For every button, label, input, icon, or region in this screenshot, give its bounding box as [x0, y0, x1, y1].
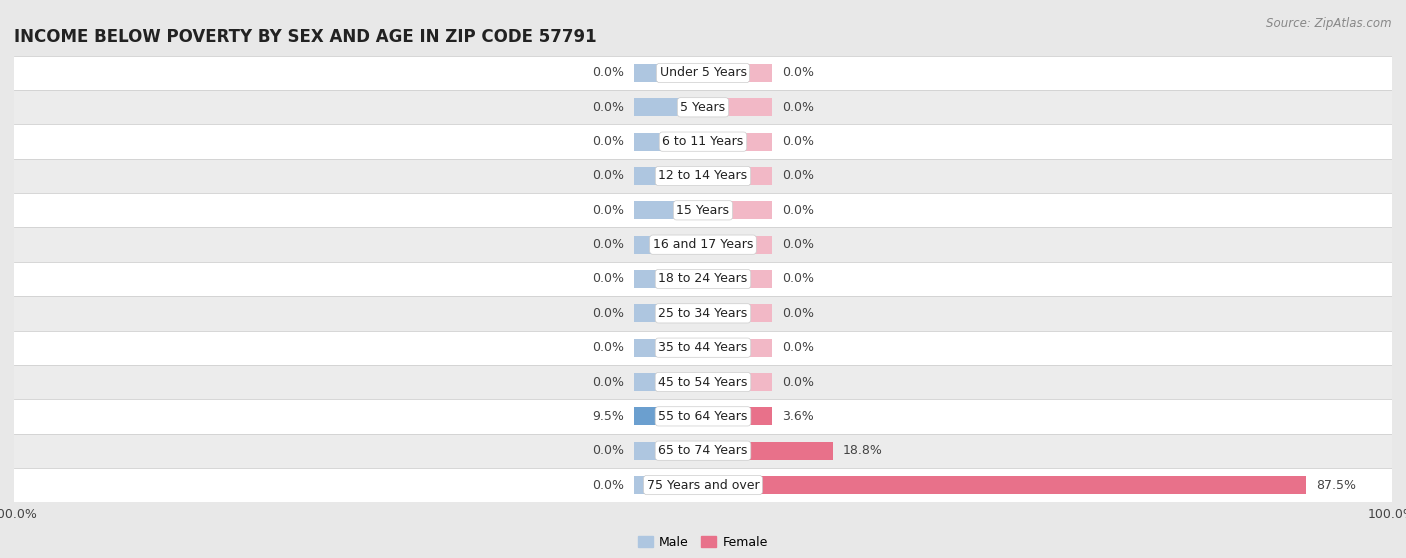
Text: 0.0%: 0.0%: [782, 341, 814, 354]
Bar: [14, 228, 1392, 262]
Bar: [634, 64, 703, 82]
Text: 75 Years and over: 75 Years and over: [647, 479, 759, 492]
Bar: [14, 193, 1392, 228]
Bar: [634, 270, 703, 288]
Bar: [634, 339, 703, 357]
Bar: [634, 407, 703, 425]
Text: 0.0%: 0.0%: [592, 204, 624, 217]
Text: 0.0%: 0.0%: [782, 170, 814, 182]
Text: Under 5 Years: Under 5 Years: [659, 66, 747, 79]
Legend: Male, Female: Male, Female: [633, 531, 773, 554]
Bar: [703, 442, 832, 460]
Text: 35 to 44 Years: 35 to 44 Years: [658, 341, 748, 354]
Bar: [14, 468, 1392, 502]
Text: 12 to 14 Years: 12 to 14 Years: [658, 170, 748, 182]
Bar: [703, 339, 772, 357]
Bar: [634, 235, 703, 253]
Bar: [703, 201, 772, 219]
Text: 0.0%: 0.0%: [592, 307, 624, 320]
Bar: [14, 296, 1392, 330]
Bar: [14, 434, 1392, 468]
Bar: [634, 201, 703, 219]
Text: 87.5%: 87.5%: [1316, 479, 1357, 492]
Bar: [14, 330, 1392, 365]
Text: 0.0%: 0.0%: [592, 341, 624, 354]
Text: 5 Years: 5 Years: [681, 101, 725, 114]
Text: 0.0%: 0.0%: [592, 238, 624, 251]
Bar: [703, 305, 772, 323]
Bar: [14, 159, 1392, 193]
Text: 0.0%: 0.0%: [592, 444, 624, 457]
Bar: [703, 64, 772, 82]
Text: 3.6%: 3.6%: [782, 410, 814, 423]
Bar: [634, 98, 703, 116]
Text: 55 to 64 Years: 55 to 64 Years: [658, 410, 748, 423]
Text: 0.0%: 0.0%: [782, 204, 814, 217]
Text: 0.0%: 0.0%: [782, 376, 814, 388]
Text: 0.0%: 0.0%: [592, 170, 624, 182]
Text: 15 Years: 15 Years: [676, 204, 730, 217]
Bar: [634, 442, 703, 460]
Text: INCOME BELOW POVERTY BY SEX AND AGE IN ZIP CODE 57791: INCOME BELOW POVERTY BY SEX AND AGE IN Z…: [14, 28, 596, 46]
Text: 0.0%: 0.0%: [782, 238, 814, 251]
Text: 25 to 34 Years: 25 to 34 Years: [658, 307, 748, 320]
Text: 65 to 74 Years: 65 to 74 Years: [658, 444, 748, 457]
Text: 0.0%: 0.0%: [782, 272, 814, 286]
Text: 16 and 17 Years: 16 and 17 Years: [652, 238, 754, 251]
Text: 9.5%: 9.5%: [592, 410, 624, 423]
Text: 0.0%: 0.0%: [592, 135, 624, 148]
Bar: [14, 56, 1392, 90]
Bar: [14, 90, 1392, 124]
Bar: [703, 133, 772, 151]
Bar: [703, 98, 772, 116]
Text: 0.0%: 0.0%: [592, 66, 624, 79]
Bar: [14, 365, 1392, 399]
Bar: [634, 476, 703, 494]
Bar: [14, 262, 1392, 296]
Text: 0.0%: 0.0%: [592, 101, 624, 114]
Text: 0.0%: 0.0%: [782, 66, 814, 79]
Bar: [703, 167, 772, 185]
Text: 0.0%: 0.0%: [592, 376, 624, 388]
Bar: [634, 133, 703, 151]
Bar: [703, 476, 1306, 494]
Bar: [703, 270, 772, 288]
Bar: [703, 235, 772, 253]
Bar: [703, 407, 772, 425]
Text: 0.0%: 0.0%: [592, 272, 624, 286]
Bar: [703, 373, 772, 391]
Text: 45 to 54 Years: 45 to 54 Years: [658, 376, 748, 388]
Text: 6 to 11 Years: 6 to 11 Years: [662, 135, 744, 148]
Text: 0.0%: 0.0%: [782, 101, 814, 114]
Text: 18 to 24 Years: 18 to 24 Years: [658, 272, 748, 286]
Bar: [14, 124, 1392, 159]
Text: 0.0%: 0.0%: [782, 307, 814, 320]
Bar: [634, 305, 703, 323]
Bar: [634, 373, 703, 391]
Bar: [634, 167, 703, 185]
Text: 18.8%: 18.8%: [842, 444, 883, 457]
Text: 0.0%: 0.0%: [592, 479, 624, 492]
Bar: [14, 399, 1392, 434]
Text: 0.0%: 0.0%: [782, 135, 814, 148]
Text: Source: ZipAtlas.com: Source: ZipAtlas.com: [1267, 17, 1392, 30]
